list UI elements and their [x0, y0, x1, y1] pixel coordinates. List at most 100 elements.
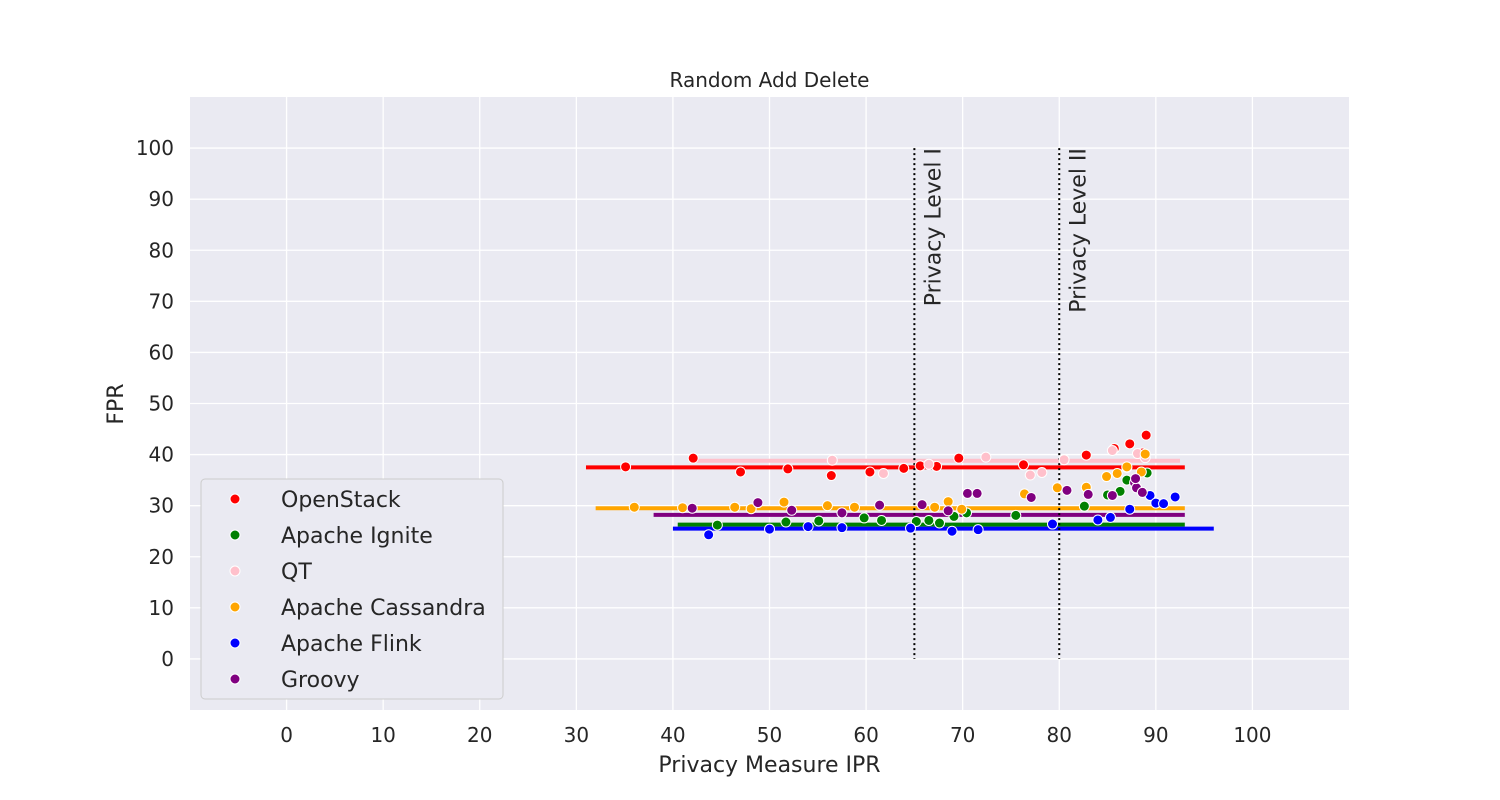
- y-tick-label: 40: [149, 443, 174, 467]
- privacy-level-label: Privacy Level I: [921, 148, 946, 306]
- data-point: [802, 521, 814, 533]
- data-point: [1104, 511, 1116, 523]
- data-point: [1106, 489, 1118, 501]
- y-tick-labels: 0 10 20 30 40 50 60 70 80 90 100: [136, 136, 174, 671]
- data-point: [956, 503, 968, 515]
- legend-marker: [229, 673, 241, 685]
- data-point: [980, 451, 992, 463]
- data-point: [1025, 491, 1037, 503]
- x-tick-label: 0: [280, 723, 293, 747]
- data-point: [628, 501, 640, 513]
- data-point: [971, 487, 983, 499]
- data-point: [1124, 503, 1136, 515]
- data-point: [1139, 448, 1151, 460]
- data-point: [972, 524, 984, 536]
- legend-label: Apache Flink: [281, 632, 422, 657]
- data-point: [858, 512, 870, 524]
- data-point: [677, 502, 689, 514]
- data-point: [898, 462, 910, 474]
- data-point: [821, 500, 833, 512]
- y-axis-label: FPR: [104, 383, 129, 424]
- data-point: [836, 507, 848, 519]
- data-point: [1080, 449, 1092, 461]
- x-tick-label: 60: [853, 723, 878, 747]
- x-tick-label: 20: [467, 723, 492, 747]
- data-point: [735, 466, 747, 478]
- data-point: [1051, 482, 1063, 494]
- data-point: [1124, 438, 1136, 450]
- data-point: [848, 501, 860, 513]
- data-point: [836, 522, 848, 534]
- chart-title: Random Add Delete: [670, 68, 870, 92]
- y-tick-label: 10: [149, 596, 174, 620]
- data-point: [1018, 459, 1030, 471]
- data-point: [813, 515, 825, 527]
- data-point: [686, 502, 698, 514]
- legend-label: Apache Cassandra: [281, 596, 486, 621]
- data-point: [953, 452, 965, 464]
- data-point: [864, 466, 876, 478]
- data-point: [1082, 488, 1094, 500]
- legend-marker: [229, 601, 241, 613]
- data-point: [778, 496, 790, 508]
- data-point: [687, 452, 699, 464]
- data-point: [946, 525, 958, 537]
- data-point: [752, 497, 764, 509]
- legend-marker: [229, 529, 241, 541]
- x-tick-label: 10: [370, 723, 395, 747]
- data-point: [703, 529, 715, 541]
- legend-marker: [229, 637, 241, 649]
- data-point: [1010, 509, 1022, 521]
- data-point: [942, 496, 954, 508]
- privacy-level-annotations: Privacy Level I Privacy Level II: [913, 148, 1091, 659]
- x-tick-label: 40: [660, 723, 685, 747]
- data-point: [1101, 471, 1113, 483]
- x-tick-label: 50: [757, 723, 782, 747]
- legend-label: Groovy: [281, 668, 360, 693]
- data-point: [933, 517, 945, 529]
- data-point: [1092, 514, 1104, 526]
- x-tick-labels: 0 10 20 30 40 50 60 70 80 90 100: [280, 723, 1271, 747]
- y-tick-label: 90: [149, 187, 174, 211]
- data-point: [826, 454, 838, 466]
- data-point: [729, 501, 741, 513]
- y-tick-label: 0: [161, 647, 174, 671]
- data-point: [1058, 454, 1070, 466]
- legend-label: QT: [281, 560, 312, 585]
- y-tick-label: 100: [136, 136, 174, 160]
- data-point: [1036, 466, 1048, 478]
- data-point: [923, 458, 935, 470]
- data-point: [786, 504, 798, 516]
- data-point: [1061, 484, 1073, 496]
- y-tick-label: 80: [149, 238, 174, 262]
- legend-label: OpenStack: [281, 488, 401, 513]
- data-point: [1106, 444, 1118, 456]
- y-tick-label: 60: [149, 340, 174, 364]
- y-tick-label: 70: [149, 289, 174, 313]
- x-tick-label: 90: [1143, 723, 1168, 747]
- x-tick-label: 100: [1233, 723, 1271, 747]
- data-point: [1140, 429, 1152, 441]
- x-tick-label: 70: [950, 723, 975, 747]
- data-point: [782, 463, 794, 475]
- data-point: [923, 514, 935, 526]
- data-point: [1024, 469, 1036, 481]
- x-tick-label: 80: [1047, 723, 1072, 747]
- data-point: [711, 519, 723, 531]
- data-point: [825, 470, 837, 482]
- data-point: [1169, 491, 1181, 503]
- data-point: [1078, 500, 1090, 512]
- data-point: [929, 501, 941, 513]
- data-point: [1111, 467, 1123, 479]
- legend-box: [200, 478, 504, 700]
- legend: OpenStack Apache Ignite QT Apache Cassandra…: [200, 478, 504, 700]
- data-point: [877, 467, 889, 479]
- legend-label: Apache Ignite: [281, 524, 433, 549]
- data-point: [1046, 518, 1058, 530]
- data-point: [1136, 486, 1148, 498]
- privacy-level-label: Privacy Level II: [1066, 148, 1091, 313]
- data-point: [745, 503, 757, 515]
- y-tick-label: 30: [149, 494, 174, 518]
- data-point: [1158, 498, 1170, 510]
